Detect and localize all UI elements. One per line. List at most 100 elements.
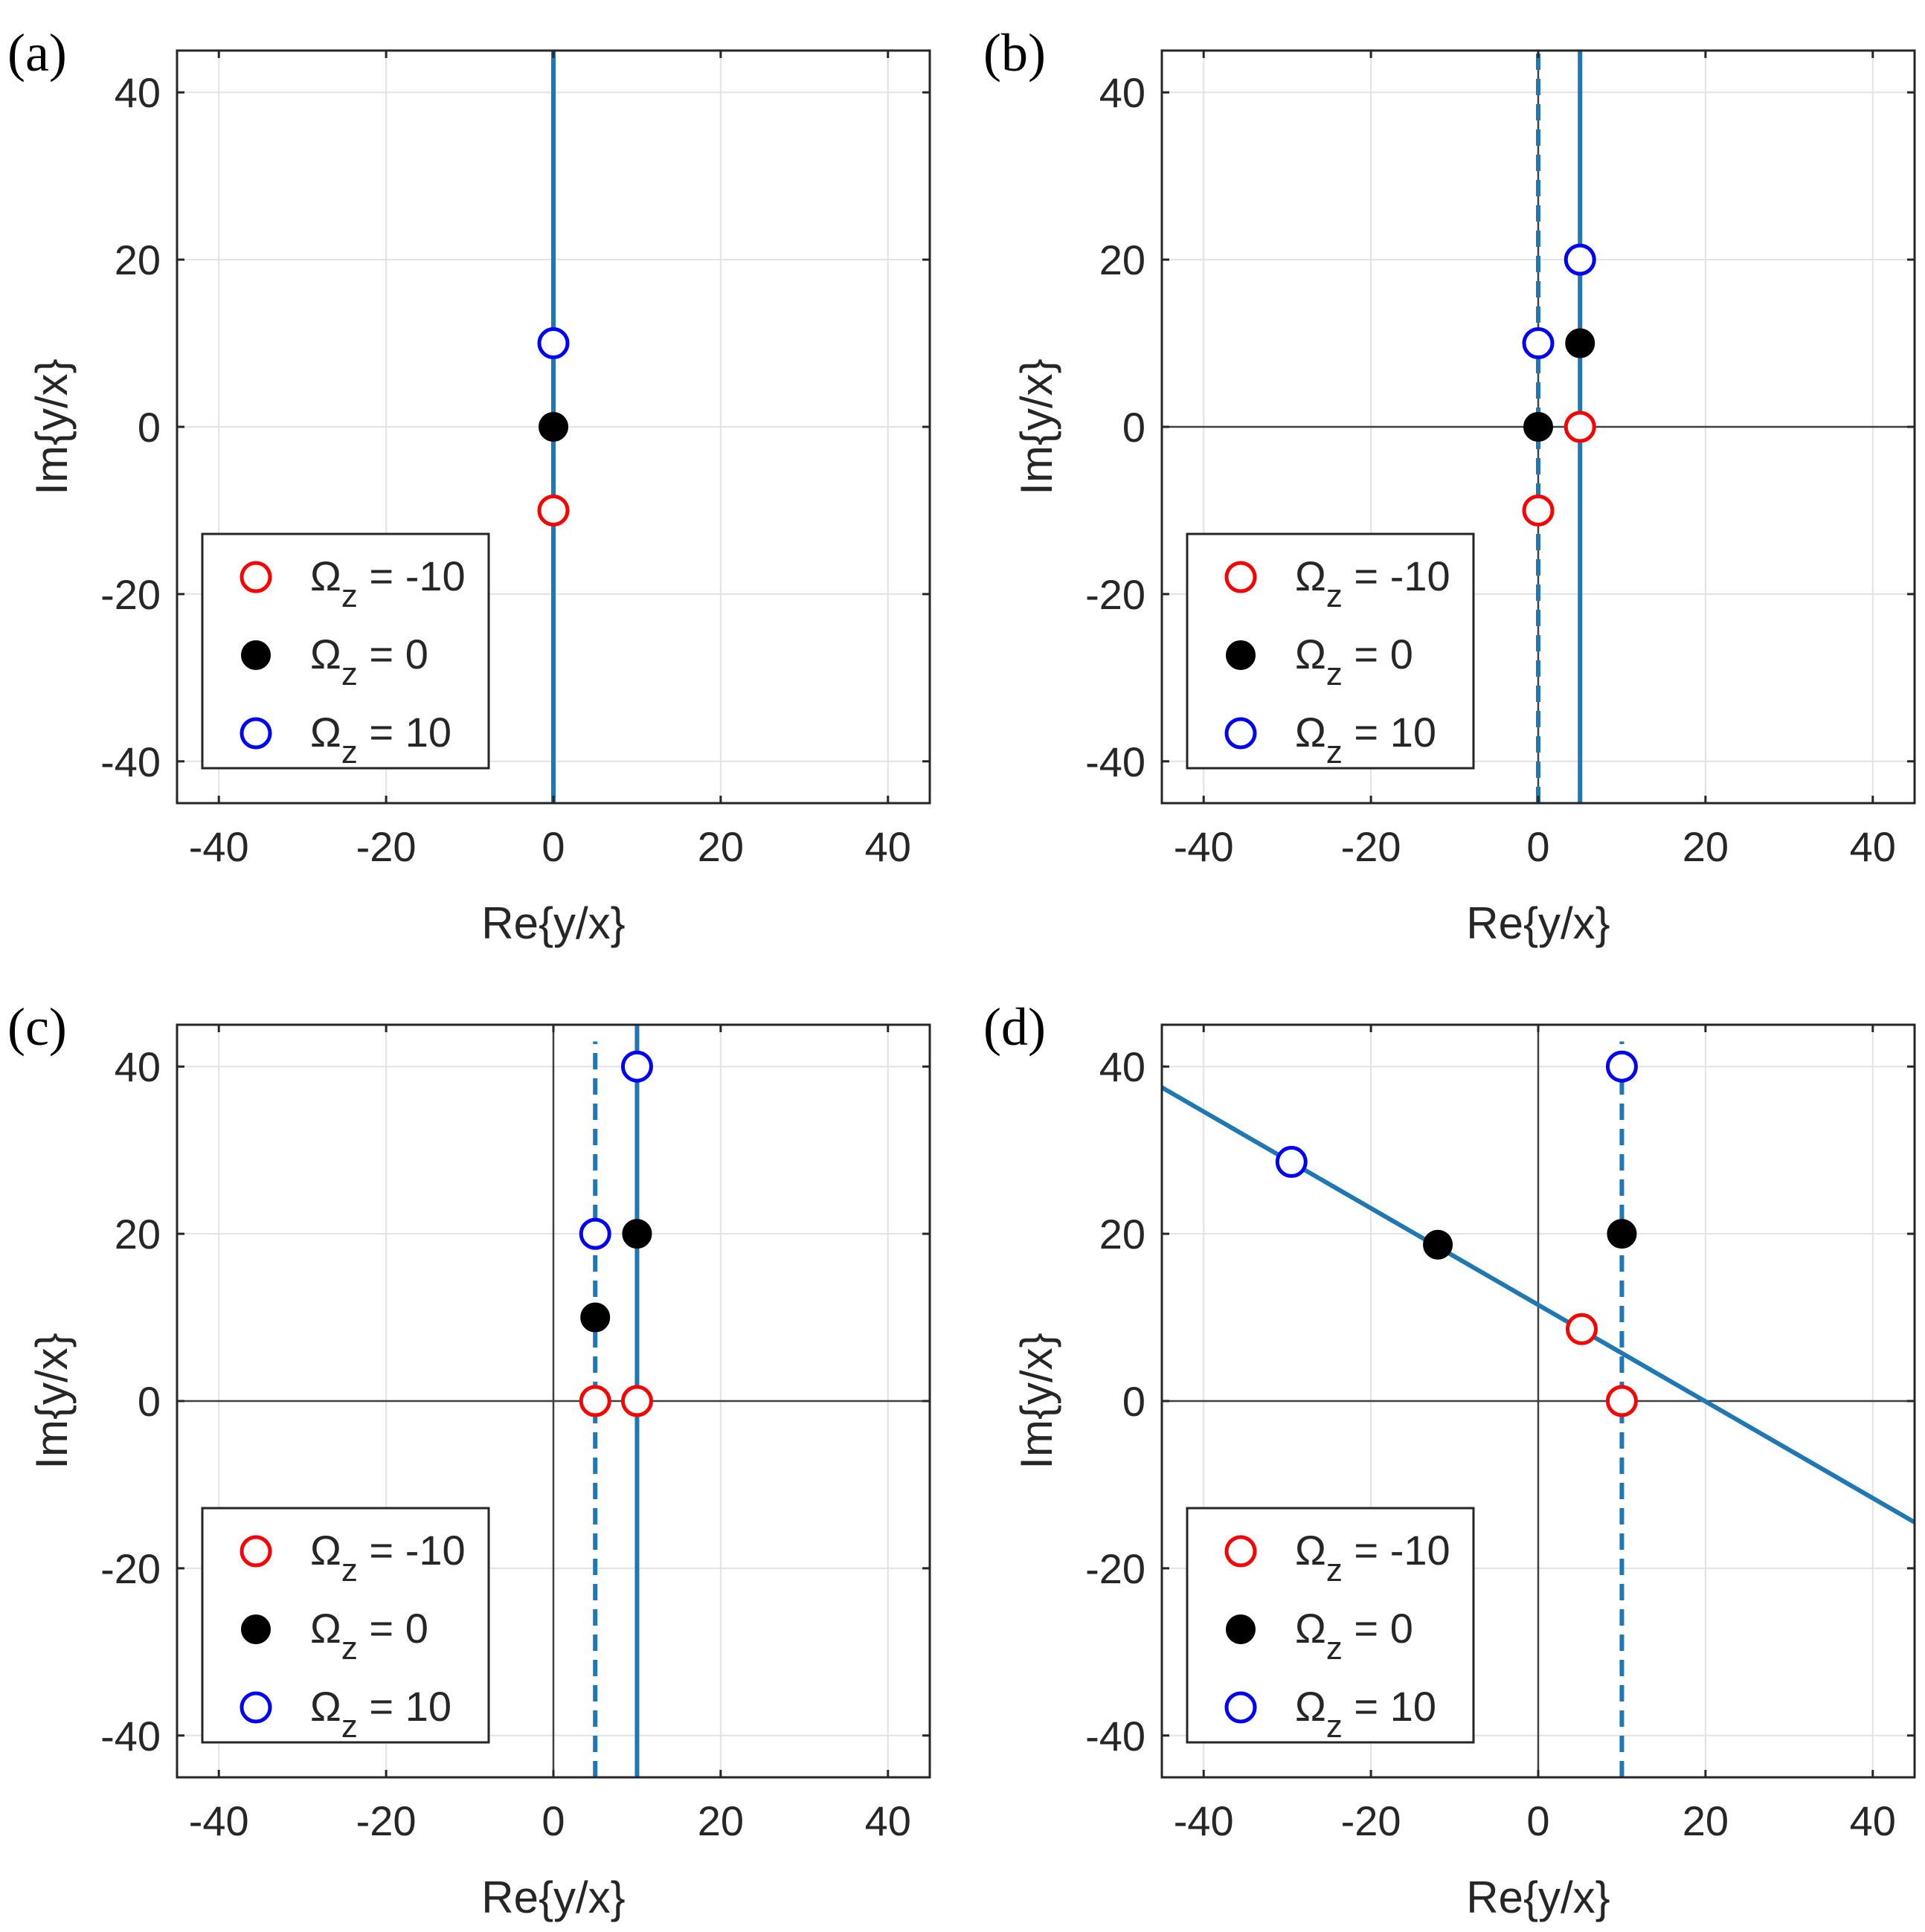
- x-tick-label: 40: [865, 823, 911, 870]
- y-tick-label: -20: [1085, 1545, 1145, 1592]
- legend-subscript: z: [341, 1552, 358, 1588]
- legend-symbol: Ω: [1295, 1683, 1326, 1730]
- y-tick-label: -40: [100, 1713, 161, 1759]
- x-tick-label: -40: [189, 823, 249, 870]
- legend-marker: [240, 1691, 272, 1724]
- y-tick-label: -20: [1085, 571, 1145, 618]
- legend-label: Ωz = 10: [310, 709, 451, 770]
- marker-open: [620, 1050, 653, 1083]
- x-axis-label: Re{y/x}: [1466, 898, 1610, 948]
- legend-symbol: Ω: [1295, 553, 1326, 599]
- x-tick-label: 0: [541, 823, 565, 870]
- legend-symbol: Ω: [310, 1527, 341, 1574]
- legend-marker: [1224, 561, 1257, 593]
- y-axis-label: Im{y/x}: [27, 358, 77, 495]
- legend-value: = 10: [358, 709, 451, 756]
- legend-symbol: Ω: [310, 709, 341, 756]
- legend-label: Ωz = 0: [1295, 631, 1413, 692]
- legend-label: Ωz = -10: [1295, 1527, 1450, 1588]
- x-tick-label: 0: [1526, 1797, 1549, 1844]
- legend-marker: [1226, 1614, 1256, 1644]
- x-tick-label: 20: [1683, 1797, 1729, 1844]
- marker-filled: [1523, 412, 1553, 442]
- x-tick-label: 20: [1683, 823, 1729, 870]
- marker-filled: [539, 412, 568, 442]
- marker-filled: [622, 1219, 652, 1249]
- x-tick-label: 20: [698, 823, 744, 870]
- y-tick-label: 0: [138, 1378, 161, 1425]
- x-tick-label: 20: [698, 1797, 744, 1844]
- legend-subscript: z: [341, 578, 358, 614]
- y-tick-label: -20: [100, 571, 161, 618]
- marker-open: [537, 494, 570, 527]
- legend-symbol: Ω: [1295, 709, 1326, 756]
- x-tick-label: 40: [1850, 823, 1896, 870]
- y-tick-label: 0: [1122, 404, 1145, 451]
- y-tick-label: 40: [115, 1043, 161, 1090]
- marker-filled: [1423, 1229, 1453, 1260]
- legend-label: Ωz = 10: [1295, 1683, 1436, 1745]
- y-tick-label: 40: [1099, 69, 1145, 116]
- legend-marker: [1224, 1691, 1257, 1724]
- x-tick-label: -40: [1174, 823, 1234, 870]
- legend-symbol: Ω: [1295, 631, 1326, 677]
- legend-value: = -10: [358, 553, 466, 599]
- marker-open: [1565, 1313, 1598, 1345]
- panel-label: (c): [7, 997, 67, 1057]
- panel-d: -40 -20 0 20 40 -40 -20 0 20 40 Re{y/x} Im{y/x} (d) Ω…: [983, 997, 1916, 1922]
- x-tick-label: -20: [1341, 823, 1401, 870]
- y-tick-label: 0: [138, 404, 161, 451]
- panel-label: (d): [983, 997, 1046, 1057]
- marker-open: [1275, 1145, 1308, 1178]
- legend-subscript: z: [341, 734, 358, 770]
- legend-value: = -10: [358, 1527, 466, 1574]
- legend-subscript: z: [341, 1708, 358, 1745]
- legend-value: = 0: [1343, 631, 1413, 677]
- x-tick-label: -40: [1174, 1797, 1234, 1844]
- legend-subscript: z: [1326, 578, 1343, 614]
- legend-label: Ωz = 10: [310, 1683, 451, 1745]
- legend-label: Ωz = -10: [310, 1527, 466, 1588]
- legend-label: Ωz = 10: [1295, 709, 1436, 770]
- marker-open: [579, 1385, 611, 1417]
- y-tick-label: -40: [100, 738, 161, 785]
- y-axis-label: Im{y/x}: [1012, 1333, 1061, 1469]
- legend-marker: [240, 717, 272, 750]
- legend-subscript: z: [341, 1630, 358, 1667]
- legend-marker: [241, 1614, 271, 1644]
- y-axis-label: Im{y/x}: [1012, 358, 1061, 495]
- legend-value: = -10: [1343, 553, 1450, 599]
- legend-symbol: Ω: [1295, 1527, 1326, 1574]
- panel-label: (b): [983, 23, 1046, 83]
- panel-a: -40 -20 0 20 40 -40 -20 0 20 40 Re{y/x} Im{y/x} (a) Ω…: [7, 23, 931, 948]
- x-tick-label: -20: [1341, 1797, 1401, 1844]
- y-tick-label: 20: [1099, 1211, 1145, 1258]
- legend-label: Ωz = -10: [310, 553, 466, 614]
- marker-open: [1564, 410, 1596, 443]
- legend-marker: [1224, 717, 1257, 750]
- y-tick-label: 20: [115, 1211, 161, 1258]
- marker-filled: [580, 1302, 611, 1333]
- legend-value: = 10: [1343, 709, 1436, 756]
- legend-marker: [241, 640, 271, 670]
- y-tick-label: 20: [1099, 236, 1145, 283]
- legend-subscript: z: [1326, 1630, 1343, 1667]
- legend-symbol: Ω: [310, 1683, 341, 1730]
- legend-value: = -10: [1343, 1527, 1450, 1574]
- legend-symbol: Ω: [310, 1605, 341, 1652]
- marker-open: [620, 1385, 653, 1417]
- x-axis-label: Re{y/x}: [481, 1873, 625, 1922]
- y-tick-label: 20: [115, 236, 161, 283]
- marker-open: [1564, 243, 1596, 276]
- y-tick-label: -20: [100, 1545, 161, 1592]
- legend-subscript: z: [1326, 656, 1343, 692]
- y-tick-label: 40: [115, 69, 161, 116]
- legend-symbol: Ω: [310, 631, 341, 677]
- marker-filled: [1607, 1219, 1637, 1249]
- legend-marker: [240, 1535, 272, 1568]
- marker-open: [537, 327, 570, 360]
